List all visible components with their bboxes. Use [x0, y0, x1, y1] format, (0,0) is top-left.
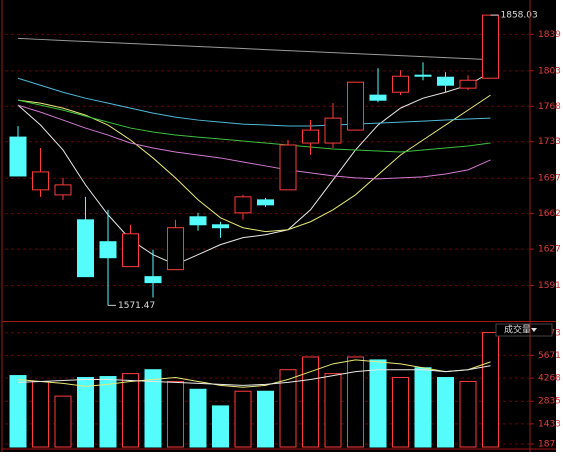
candle-body [167, 227, 184, 271]
volume-bar [189, 388, 207, 448]
volume-bar [9, 375, 27, 448]
moving-average-line [17, 37, 491, 61]
candle-body [189, 216, 207, 226]
moving-average-line [17, 359, 491, 388]
moving-average-line [17, 99, 491, 153]
volume-bar [302, 356, 319, 448]
volume-bar [347, 356, 364, 448]
candle-body [459, 79, 477, 89]
candle-body [482, 14, 499, 79]
volume-bar [32, 380, 49, 448]
volume-bar [324, 373, 342, 448]
candle-body [9, 136, 27, 177]
candle-body [414, 74, 432, 77]
moving-average-line [17, 104, 491, 180]
volume-bar [99, 376, 117, 448]
candle-body [144, 276, 162, 284]
moving-average-line [17, 77, 491, 127]
candle-body [212, 224, 229, 229]
volume-bar [392, 377, 409, 448]
candle-body [234, 196, 252, 214]
candle-body [54, 184, 72, 196]
candle-body [324, 117, 342, 144]
volume-bar [144, 369, 162, 448]
candle-body [347, 81, 364, 131]
volume-bar [212, 405, 229, 448]
y-tick-label: 1839 [538, 30, 561, 40]
y-tick-label: 1803 [538, 66, 561, 76]
volume-bar [482, 332, 499, 448]
y-tick-label: 5671 [538, 351, 561, 361]
y-tick-label: 1591 [538, 281, 561, 291]
candle-body [437, 76, 454, 86]
candle-body [77, 219, 94, 278]
y-tick-label: 1433 [538, 419, 561, 429]
moving-average-line [17, 71, 491, 266]
candle-body [392, 75, 409, 93]
moving-average-line [17, 365, 491, 386]
candle-body [122, 233, 139, 268]
y-tick-label: 1733 [538, 137, 561, 147]
y-tick-label: 1768 [538, 102, 561, 112]
volume-bar [54, 395, 72, 448]
volume-bar [459, 380, 477, 448]
y-tick-label: 1662 [538, 209, 561, 219]
candle-body [279, 144, 297, 191]
volume-bar [437, 377, 454, 448]
y-tick-label: 187 [538, 439, 555, 449]
y-tick-label: 1627 [538, 245, 561, 255]
candle-body [32, 171, 49, 191]
volume-bar [257, 390, 274, 448]
volume-bar [234, 390, 252, 448]
volume-bar [167, 380, 184, 448]
y-tick-label: 2835 [538, 397, 561, 407]
moving-average-line [17, 94, 491, 233]
annotation: 1858.03 [501, 11, 538, 21]
legend-box [495, 323, 553, 337]
legend-label: 成交量 [504, 324, 531, 336]
candle-body [99, 241, 117, 259]
annotation: 1571.47 [118, 301, 155, 311]
candle-body [302, 129, 319, 144]
y-tick-label: 1697 [538, 174, 561, 184]
legend-arrow [531, 328, 537, 332]
volume-bar [414, 367, 432, 448]
candle-body [257, 199, 274, 206]
y-tick-label: 4268 [538, 374, 561, 384]
volume-bar [279, 369, 297, 448]
volume-bar [369, 359, 387, 448]
volume-bar [122, 373, 139, 448]
candle-body [369, 94, 387, 101]
volume-bar [77, 377, 94, 448]
